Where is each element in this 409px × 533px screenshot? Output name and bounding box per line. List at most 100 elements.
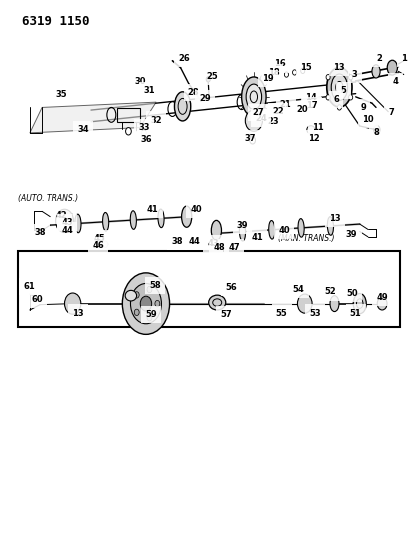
Text: 54: 54 — [292, 285, 304, 294]
Ellipse shape — [329, 296, 338, 312]
Text: 40: 40 — [278, 226, 290, 235]
Circle shape — [348, 95, 352, 100]
Ellipse shape — [245, 84, 261, 110]
Circle shape — [147, 286, 152, 293]
Text: 34: 34 — [77, 125, 88, 134]
Circle shape — [249, 136, 255, 144]
Text: 15: 15 — [299, 63, 311, 72]
Bar — [18, 251, 400, 327]
Text: 47: 47 — [228, 244, 240, 253]
Text: 10: 10 — [361, 115, 373, 124]
Text: 32: 32 — [150, 116, 162, 125]
Text: 35: 35 — [56, 90, 67, 99]
Ellipse shape — [330, 74, 347, 101]
Ellipse shape — [239, 222, 245, 241]
Text: 31: 31 — [143, 86, 154, 95]
Text: 49: 49 — [375, 293, 387, 302]
Text: 28: 28 — [187, 88, 199, 97]
Circle shape — [134, 309, 139, 316]
Text: 44: 44 — [61, 226, 73, 235]
Ellipse shape — [211, 220, 221, 240]
Text: 5: 5 — [340, 86, 346, 95]
Text: 41: 41 — [251, 233, 262, 243]
Ellipse shape — [306, 126, 314, 134]
Text: 13: 13 — [72, 309, 83, 318]
Circle shape — [325, 75, 329, 80]
Circle shape — [297, 294, 311, 313]
Text: 42: 42 — [56, 211, 67, 220]
Text: 8: 8 — [372, 128, 378, 138]
Ellipse shape — [326, 217, 333, 235]
Text: 33: 33 — [138, 123, 149, 132]
Ellipse shape — [268, 221, 274, 239]
Text: 12: 12 — [308, 134, 319, 143]
Text: 29: 29 — [199, 94, 210, 103]
Text: 7: 7 — [388, 108, 393, 117]
Text: 39: 39 — [345, 230, 357, 239]
Circle shape — [141, 130, 146, 136]
Text: 25: 25 — [206, 72, 218, 81]
Text: 52: 52 — [324, 287, 335, 296]
Circle shape — [348, 75, 352, 80]
Text: 43: 43 — [207, 239, 218, 248]
Text: 22: 22 — [272, 107, 283, 116]
Text: 59: 59 — [145, 310, 157, 319]
Circle shape — [55, 209, 73, 232]
Text: 13: 13 — [329, 214, 340, 223]
Polygon shape — [30, 102, 156, 133]
Circle shape — [125, 127, 131, 135]
Circle shape — [376, 297, 386, 310]
Circle shape — [130, 284, 161, 324]
Text: 38: 38 — [34, 228, 46, 237]
Ellipse shape — [371, 64, 379, 78]
Ellipse shape — [75, 214, 81, 233]
Text: 53: 53 — [308, 309, 320, 318]
Text: 26: 26 — [178, 54, 189, 63]
Text: 38: 38 — [171, 237, 182, 246]
Circle shape — [284, 72, 288, 77]
Circle shape — [147, 314, 152, 321]
Ellipse shape — [157, 209, 164, 228]
Circle shape — [325, 95, 329, 100]
Circle shape — [337, 64, 341, 70]
Text: 60: 60 — [31, 295, 43, 304]
Circle shape — [134, 292, 139, 298]
Text: 23: 23 — [267, 117, 279, 126]
Ellipse shape — [102, 213, 108, 231]
Bar — [117, 108, 139, 122]
Text: 58: 58 — [149, 281, 161, 290]
Ellipse shape — [297, 219, 303, 237]
Text: 51: 51 — [349, 309, 361, 318]
Text: 30: 30 — [135, 77, 146, 86]
Text: 48: 48 — [213, 244, 225, 253]
Text: 43: 43 — [61, 218, 73, 227]
Circle shape — [337, 105, 341, 110]
Text: 41: 41 — [147, 205, 158, 214]
Text: 36: 36 — [140, 135, 151, 144]
Text: 6319 1150: 6319 1150 — [22, 14, 89, 28]
Ellipse shape — [386, 60, 396, 75]
Circle shape — [103, 241, 108, 247]
Text: 55: 55 — [275, 309, 287, 318]
Text: (AUTO. TRANS.): (AUTO. TRANS.) — [18, 194, 78, 203]
Ellipse shape — [326, 67, 351, 107]
Ellipse shape — [125, 290, 136, 301]
Text: 46: 46 — [92, 241, 104, 250]
Text: 24: 24 — [255, 114, 266, 123]
Circle shape — [64, 293, 81, 314]
Text: 50: 50 — [346, 288, 357, 297]
Ellipse shape — [181, 206, 191, 227]
Ellipse shape — [241, 77, 265, 117]
Text: 20: 20 — [295, 105, 307, 114]
Text: 2: 2 — [375, 54, 381, 63]
Text: 6: 6 — [333, 95, 338, 104]
Text: 44: 44 — [189, 237, 200, 246]
Text: 14: 14 — [304, 93, 316, 102]
Text: 18: 18 — [267, 68, 279, 77]
Text: 61: 61 — [23, 282, 35, 291]
Circle shape — [373, 125, 379, 134]
Text: 4: 4 — [392, 77, 398, 86]
Circle shape — [292, 70, 296, 75]
Text: 45: 45 — [93, 235, 105, 244]
Text: 16: 16 — [274, 60, 285, 68]
